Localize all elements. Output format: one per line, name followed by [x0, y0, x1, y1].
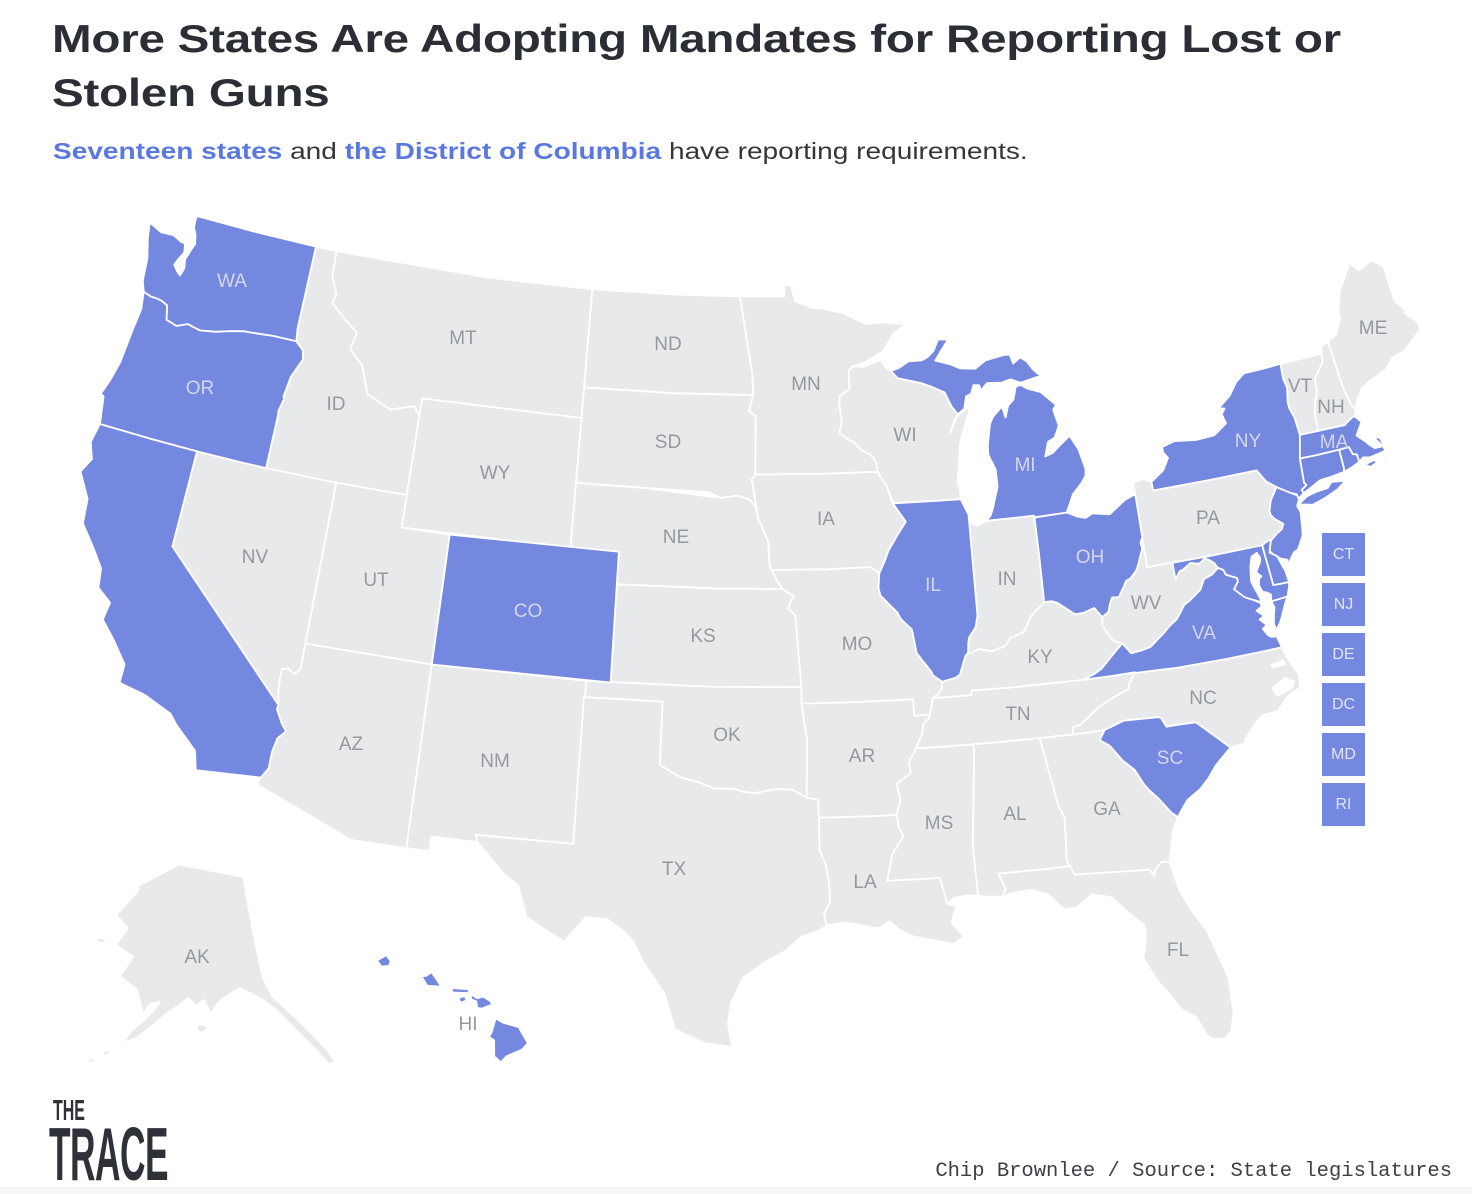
svg-text:WI: WI: [893, 425, 916, 446]
svg-text:NM: NM: [480, 751, 510, 772]
svg-text:NV: NV: [242, 547, 269, 568]
svg-text:HI: HI: [459, 1014, 478, 1035]
svg-text:OR: OR: [186, 378, 215, 399]
svg-text:NE: NE: [663, 527, 689, 548]
svg-text:VT: VT: [1288, 376, 1313, 397]
svg-text:MN: MN: [791, 374, 821, 395]
svg-text:OH: OH: [1076, 547, 1105, 568]
svg-text:KY: KY: [1027, 647, 1053, 668]
svg-text:VA: VA: [1192, 623, 1216, 644]
svg-text:MA: MA: [1320, 432, 1349, 453]
svg-text:PA: PA: [1196, 508, 1220, 529]
svg-text:UT: UT: [363, 570, 389, 591]
svg-text:TN: TN: [1005, 704, 1030, 725]
svg-text:MS: MS: [925, 813, 954, 834]
svg-text:SD: SD: [655, 432, 681, 453]
svg-text:AZ: AZ: [339, 734, 364, 755]
svg-text:ID: ID: [327, 394, 346, 415]
svg-text:NC: NC: [1189, 688, 1216, 709]
svg-text:ME: ME: [1359, 318, 1388, 339]
svg-text:WY: WY: [480, 463, 511, 484]
svg-text:CO: CO: [514, 601, 543, 622]
svg-text:AR: AR: [849, 746, 875, 767]
svg-text:TX: TX: [662, 859, 687, 880]
svg-text:OK: OK: [713, 725, 741, 746]
svg-text:NY: NY: [1235, 431, 1262, 452]
svg-text:KS: KS: [690, 626, 715, 647]
svg-text:ND: ND: [654, 334, 681, 355]
svg-text:SC: SC: [1157, 748, 1183, 769]
svg-text:GA: GA: [1093, 799, 1121, 820]
svg-text:FL: FL: [1167, 940, 1189, 961]
svg-text:IA: IA: [817, 509, 835, 530]
svg-text:MT: MT: [449, 328, 477, 349]
svg-text:WV: WV: [1131, 593, 1162, 614]
svg-text:IN: IN: [998, 569, 1017, 590]
svg-text:LA: LA: [853, 872, 877, 893]
svg-text:NH: NH: [1317, 397, 1344, 418]
svg-text:AL: AL: [1003, 804, 1026, 825]
svg-text:WA: WA: [217, 271, 247, 292]
svg-text:IL: IL: [925, 575, 941, 596]
svg-text:MO: MO: [842, 634, 873, 655]
svg-text:MI: MI: [1014, 455, 1035, 476]
svg-text:AK: AK: [184, 947, 210, 968]
